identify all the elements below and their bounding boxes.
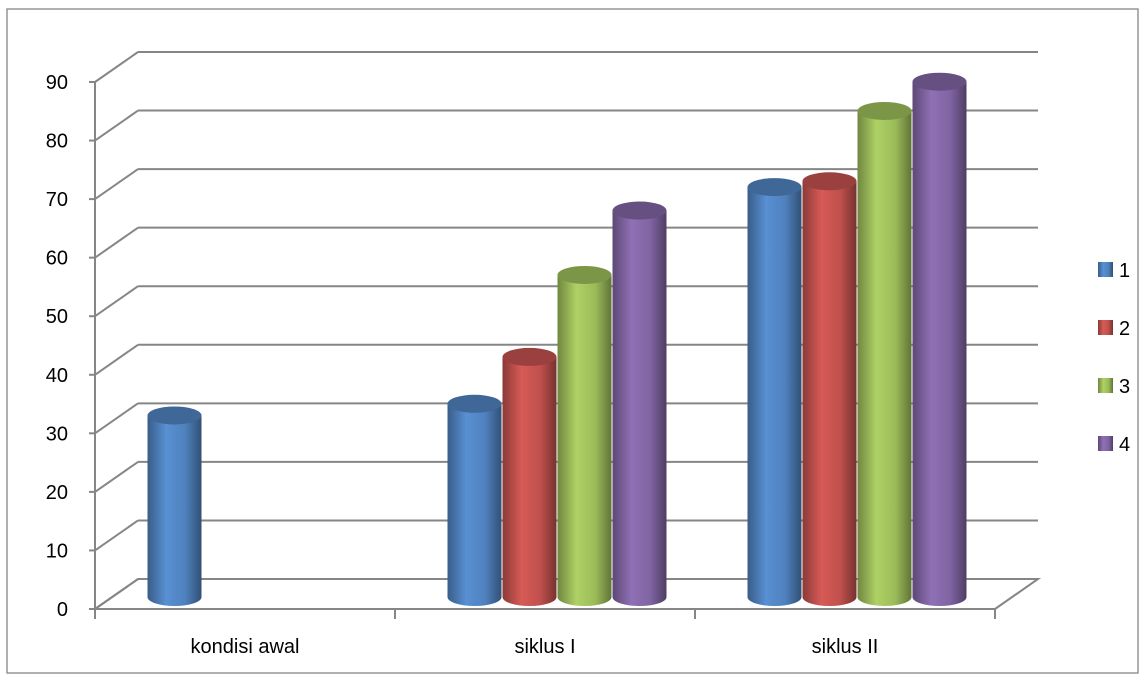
- y-tick-label: 10: [46, 540, 68, 562]
- x-tick-label: kondisi awal: [191, 636, 300, 658]
- y-tick-label: 0: [57, 599, 68, 621]
- bars: [147, 72, 967, 607]
- bar-cap: [747, 178, 802, 197]
- legend-swatch: [1098, 320, 1113, 335]
- bar-body: [912, 81, 967, 606]
- bar-cap: [857, 101, 912, 120]
- gridline-side: [94, 461, 139, 493]
- gridline-side: [94, 109, 139, 142]
- bar-body: [747, 187, 802, 606]
- y-tick-label: 30: [46, 423, 68, 445]
- bar-cap: [147, 406, 202, 425]
- gridline-side: [94, 168, 139, 200]
- bar-body: [447, 403, 502, 606]
- bar-1-kondisi-awal: [147, 406, 202, 606]
- bar-cap: [502, 347, 557, 366]
- gridline-side: [94, 285, 139, 318]
- bar-cap: [612, 201, 667, 220]
- gridline-side: [94, 226, 139, 259]
- bar-3-siklus-I: [557, 265, 612, 606]
- y-tick-label: 50: [46, 306, 68, 328]
- gridline-side: [94, 402, 139, 435]
- y-tick-label: 20: [46, 482, 68, 504]
- x-tick-label: siklus I: [514, 636, 575, 658]
- bar-cap: [802, 172, 857, 191]
- legend-label: 3: [1119, 376, 1130, 398]
- y-tick-label: 80: [46, 131, 68, 153]
- legend-swatch: [1098, 262, 1113, 277]
- legend-label: 1: [1119, 260, 1130, 282]
- legend-label: 4: [1119, 434, 1130, 456]
- bar-body: [557, 274, 612, 606]
- gridline-side: [94, 343, 139, 376]
- y-tick-label: 40: [46, 365, 68, 387]
- gridline-side: [94, 519, 139, 552]
- x-tick-label: siklus II: [812, 636, 879, 658]
- bar-2-siklus-II: [802, 172, 857, 606]
- bar-body: [802, 181, 857, 606]
- bar-body: [502, 356, 557, 606]
- legend-label: 2: [1119, 318, 1130, 340]
- legend: 1 2 3 4: [1098, 260, 1130, 456]
- bar-cap: [447, 394, 502, 413]
- bar-body: [857, 110, 912, 606]
- bar-cap: [912, 72, 967, 91]
- y-tick-label: 60: [46, 248, 68, 270]
- bar-3-siklus-II: [857, 101, 912, 606]
- bar-body: [612, 210, 667, 607]
- bar-4-siklus-I: [612, 201, 667, 607]
- axes: 0 10 20 30 40 50 60 70 80 90 kondisi awal siklus I s…: [46, 72, 996, 658]
- bar-1-siklus-I: [447, 394, 502, 606]
- y-tick-label: 90: [46, 72, 68, 94]
- gridline-side: [94, 51, 139, 83]
- bar-4-siklus-II: [912, 72, 967, 606]
- bar-body: [147, 415, 202, 606]
- legend-swatch: [1098, 436, 1113, 451]
- bar-cap: [557, 265, 612, 284]
- bar-1-siklus-II: [747, 178, 802, 606]
- legend-swatch: [1098, 378, 1113, 393]
- y-tick-label: 70: [46, 189, 68, 211]
- bar-2-siklus-I: [502, 347, 557, 606]
